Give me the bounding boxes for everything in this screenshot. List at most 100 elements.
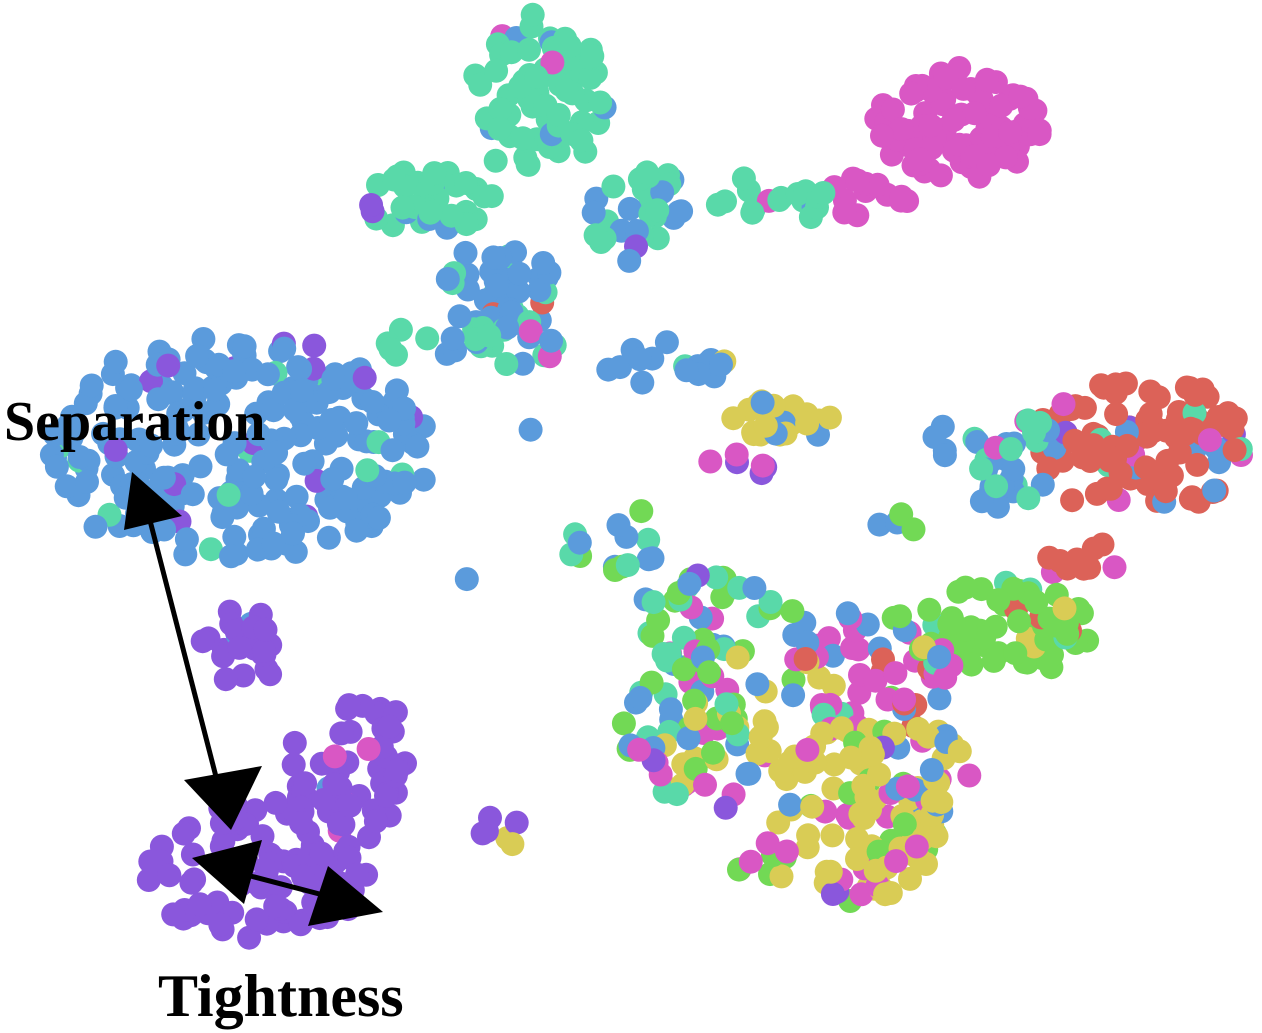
scatter-point-red — [1078, 449, 1103, 473]
scatter-point-teal — [517, 37, 541, 62]
scatter-point-blue — [919, 758, 944, 782]
scatter-point-green — [941, 611, 966, 636]
scatter-point-blue — [506, 279, 531, 304]
scatter-points — [39, 2, 1253, 950]
scatter-point-magenta — [904, 834, 929, 859]
scatter-point-magenta — [989, 93, 1014, 118]
scatter-point-yellow — [873, 882, 898, 907]
scatter-point-teal — [454, 171, 478, 195]
scatter-point-blue — [261, 531, 286, 556]
scatter-point-purple — [504, 810, 529, 835]
scatter-point-teal — [641, 590, 666, 615]
scatter-point-purple — [263, 894, 288, 919]
scatter-point-magenta — [892, 687, 917, 712]
scatter-point-blue — [344, 411, 369, 436]
scatter-point-green — [629, 499, 654, 524]
scatter-point-red — [1060, 488, 1085, 513]
scatter-point-magenta — [540, 50, 565, 75]
scatter-point-magenta — [870, 123, 894, 148]
scatter-point-purple — [136, 868, 161, 892]
scatter-point-blue — [453, 240, 478, 265]
scatter-point-blue — [288, 357, 313, 381]
scatter-point-blue — [360, 390, 385, 414]
scatter-point-teal — [494, 352, 519, 376]
scatter-point-teal — [664, 782, 689, 807]
scatter-point-magenta — [933, 665, 958, 690]
scatter-point-green — [901, 517, 926, 542]
scatter-point-teal — [758, 590, 783, 614]
scatter-point-magenta — [1027, 118, 1052, 143]
scatter-point-blue — [344, 518, 369, 543]
scatter-point-blue — [281, 521, 305, 546]
separation-arrow-line — [143, 504, 225, 801]
scatter-point-blue — [67, 445, 92, 469]
scatter-point-purple — [713, 795, 738, 820]
scatter-point-teal — [477, 323, 502, 348]
scatter-point-magenta — [724, 442, 749, 467]
scatter-point-blue — [261, 398, 286, 423]
scatter-point-magenta — [832, 200, 857, 225]
scatter-point-blue — [581, 200, 606, 225]
scatter-point-magenta — [907, 147, 932, 172]
scatter-point-magenta — [1008, 84, 1033, 109]
scatter-point-purple — [103, 437, 128, 462]
scatter-point-magenta — [698, 449, 723, 474]
scatter-point-purple — [359, 193, 384, 217]
scatter-point-magenta — [795, 737, 820, 762]
scatter-point-purple — [253, 617, 278, 642]
scatter-point-blue — [272, 336, 297, 361]
scatter-point-magenta — [865, 172, 890, 197]
scatter-point-purple — [258, 662, 283, 687]
scatter-point-purple — [363, 809, 388, 834]
scatter-point-blue — [255, 362, 280, 387]
scatter-point-teal — [390, 195, 415, 220]
scatter-point-yellow — [915, 724, 940, 748]
scatter-point-magenta — [998, 120, 1023, 145]
scatter-point-green — [972, 625, 997, 650]
scatter-point-magenta — [1051, 392, 1076, 417]
scatter-point-purple — [138, 849, 163, 874]
scatter-point-red — [1072, 395, 1097, 420]
scatter-point-teal — [714, 692, 739, 717]
scatter-point-magenta — [518, 319, 543, 344]
scatter-point-magenta — [918, 113, 943, 138]
scatter-point-magenta — [895, 774, 920, 799]
scatter-point-red — [793, 647, 818, 671]
scatter-point-yellow — [924, 824, 949, 849]
scatter-point-blue — [518, 417, 543, 442]
scatter-point-red — [1077, 555, 1102, 580]
scatter-point-teal — [487, 116, 512, 141]
scatter-point-teal — [731, 166, 756, 191]
scatter-point-blue — [495, 315, 520, 340]
scatter-point-magenta — [889, 117, 914, 142]
scatter-point-red — [1104, 402, 1129, 427]
scatter-point-yellow — [1052, 596, 1077, 621]
scatter-point-magenta — [880, 97, 905, 122]
scatter-point-blue — [75, 469, 99, 494]
scatter-point-teal — [1016, 408, 1040, 433]
scatter-point-magenta — [883, 661, 908, 686]
scatter-point-blue — [778, 792, 803, 817]
scatter-point-blue — [139, 433, 164, 458]
scatter-point-blue — [316, 525, 341, 550]
scatter-point-green — [986, 588, 1011, 613]
scatter-point-blue — [151, 465, 176, 490]
scatter-point-yellow — [845, 847, 869, 871]
scatter-point-purple — [352, 365, 377, 390]
scatter-point-yellow — [748, 725, 773, 749]
scatter-point-blue — [183, 376, 208, 401]
scatter-point-blue — [1001, 457, 1026, 482]
separation-arrow-head-top — [124, 472, 182, 530]
scatter-point-blue — [658, 697, 683, 722]
scatter-point-blue — [232, 334, 257, 359]
scatter-point-blue — [617, 248, 642, 273]
scatter-point-blue — [650, 180, 675, 205]
scatter-point-teal — [499, 40, 524, 65]
scatter-point-blue — [932, 443, 957, 468]
scatter-point-blue — [867, 512, 892, 537]
scatter-point-red — [1098, 476, 1123, 501]
scatter-point-red — [1174, 375, 1199, 400]
scatter-point-blue — [676, 726, 701, 751]
scatter-point-blue — [628, 685, 653, 710]
scatter-point-blue — [481, 245, 506, 270]
